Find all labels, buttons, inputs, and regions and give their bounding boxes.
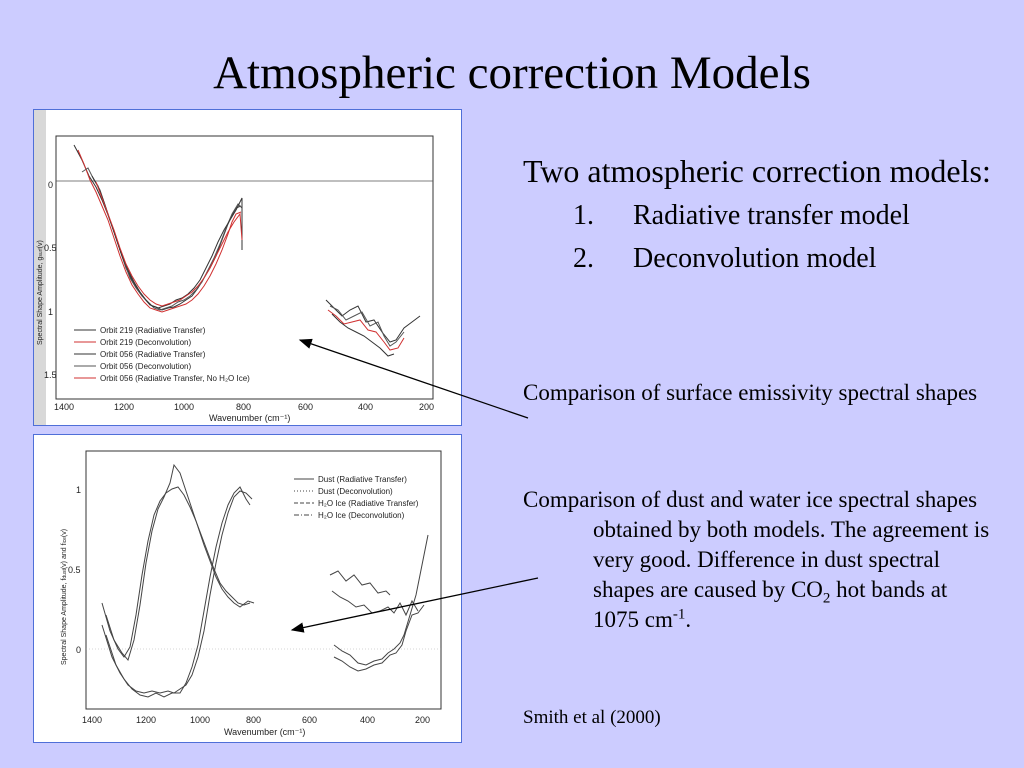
x-tick: 600: [302, 715, 317, 725]
y-tick: 0: [76, 645, 81, 655]
list-number: 2.: [573, 243, 594, 274]
legend-entry: Orbit 056 (Deconvolution): [100, 362, 191, 371]
x-tick: 200: [415, 715, 430, 725]
legend-entry: Dust (Deconvolution): [318, 487, 393, 496]
dust-ice-figure: 1 0.5 0 1400 1200 1000 800 600 400 200 W…: [33, 434, 462, 743]
surface-emissivity-plot: 0 0.5 1 1.5 1400 1200 1000 800 600 400 2…: [34, 110, 434, 425]
x-tick: 400: [360, 715, 375, 725]
figure2-legend: Dust (Radiative Transfer) Dust (Deconvol…: [294, 475, 419, 520]
x-tick: 400: [358, 402, 373, 412]
x-tick-labels: 1400 1200 1000 800 600 400 200: [54, 402, 434, 412]
list-label: Deconvolution model: [633, 243, 877, 274]
list-label: Radiative transfer model: [633, 200, 910, 231]
y-tick: 0.5: [68, 565, 81, 575]
y-axis-label: Spectral Shape Amplitude, fdust(v) and f…: [61, 529, 68, 665]
list-item: 1. Radiative transfer model: [523, 194, 1003, 237]
legend-entry: Orbit 056 (Radiative Transfer, No H₂O Ic…: [100, 374, 250, 383]
y-axis-label: Spectral Shape Amplitude, gsurf(v): [37, 240, 44, 345]
list-item: 2. Deconvolution model: [523, 237, 1003, 280]
y-tick: 0: [48, 180, 53, 190]
legend-entry: H₂O Ice (Radiative Transfer): [318, 499, 419, 508]
y-tick-labels: 1 0.5 0: [68, 485, 81, 655]
x-axis-label: Wavenumber (cm⁻¹): [209, 413, 290, 423]
spectra-curves: [73, 144, 421, 357]
x-tick: 1000: [174, 402, 194, 412]
y-tick: 1.5: [44, 370, 57, 380]
y-tick: 1: [76, 485, 81, 495]
x-tick: 1400: [54, 402, 74, 412]
main-heading: Two atmospheric correction models:: [523, 153, 991, 189]
x-tick: 1200: [136, 715, 156, 725]
y-tick: 1: [48, 307, 53, 317]
x-tick: 800: [246, 715, 261, 725]
list-number: 1.: [573, 200, 594, 231]
legend-entry: Orbit 056 (Radiative Transfer): [100, 350, 206, 359]
x-tick: 1200: [114, 402, 134, 412]
citation: Smith et al (2000): [523, 707, 661, 728]
figure1-legend: Orbit 219 (Radiative Transfer) Orbit 219…: [74, 326, 250, 383]
legend-entry: Orbit 219 (Radiative Transfer): [100, 326, 206, 335]
y-tick: 0.5: [44, 243, 57, 253]
legend-entry: H₂O Ice (Deconvolution): [318, 511, 405, 520]
scan-edge: [34, 110, 46, 425]
surface-emissivity-figure: 0 0.5 1 1.5 1400 1200 1000 800 600 400 2…: [33, 109, 462, 426]
x-tick: 1000: [190, 715, 210, 725]
x-tick: 800: [236, 402, 251, 412]
plot-frame: [55, 135, 434, 400]
x-tick: 1400: [82, 715, 102, 725]
y-tick-labels: 0 0.5 1 1.5: [44, 180, 57, 380]
dust-ice-caption: Comparison of dust and water ice spectra…: [523, 487, 990, 632]
slide-title: Atmospheric correction Models: [213, 47, 811, 99]
x-tick-labels: 1400 1200 1000 800 600 400 200: [82, 715, 430, 725]
legend-entry: Dust (Radiative Transfer): [318, 475, 407, 484]
x-tick: 200: [419, 402, 434, 412]
emissivity-caption: Comparison of surface emissivity spectra…: [523, 380, 978, 405]
legend-entry: Orbit 219 (Deconvolution): [100, 338, 191, 347]
x-tick: 600: [298, 402, 313, 412]
main-text-block: Two atmospheric correction models: 1. Rad…: [523, 152, 1003, 280]
dust-ice-plot: 1 0.5 0 1400 1200 1000 800 600 400 200 W…: [61, 450, 442, 737]
model-list: 1. Radiative transfer model 2. Deconvoluti…: [523, 194, 1003, 280]
x-axis-label: Wavenumber (cm⁻¹): [224, 727, 305, 737]
